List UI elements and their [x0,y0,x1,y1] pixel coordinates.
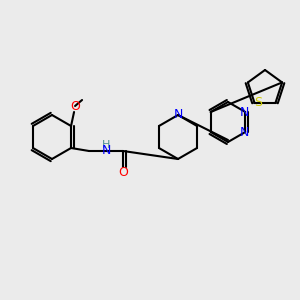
Text: O: O [70,100,80,112]
Text: O: O [118,167,128,179]
Text: H: H [102,140,110,150]
Text: N: N [173,109,183,122]
Text: N: N [101,145,111,158]
Text: S: S [254,96,262,109]
Text: N: N [240,125,249,139]
Text: N: N [240,106,249,118]
